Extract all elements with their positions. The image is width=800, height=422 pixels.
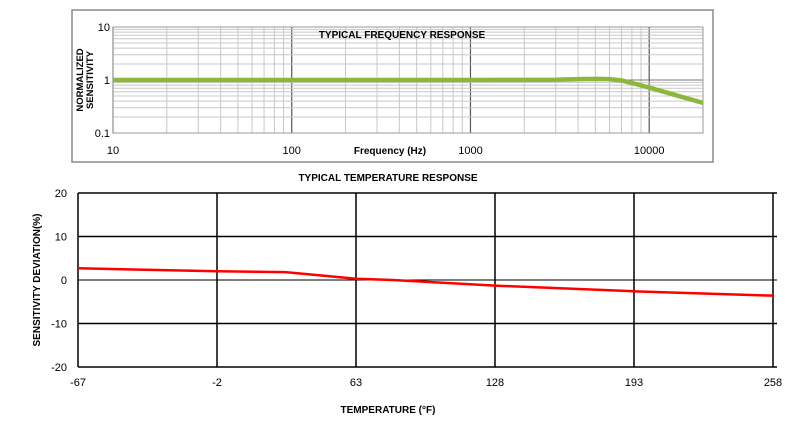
x-tick-label: 1000 <box>458 145 482 157</box>
y-tick-label: -10 <box>51 319 67 331</box>
y-tick-label: 1 <box>104 75 110 87</box>
y-tick-label: 10 <box>98 22 110 34</box>
y-axis-label: SENSITIVITY DEVIATION(%) <box>32 214 43 347</box>
y-tick-label: 20 <box>55 188 67 200</box>
y-axis-label: NORMALIZED <box>75 48 86 111</box>
y-tick-label: -20 <box>51 362 67 374</box>
x-axis-label: Frequency (Hz) <box>354 146 426 157</box>
x-tick-label: 63 <box>350 377 362 389</box>
y-tick-label: 10 <box>55 232 67 244</box>
x-tick-label: 193 <box>625 377 643 389</box>
chart-title: TYPICAL FREQUENCY RESPONSE <box>319 30 486 41</box>
x-tick-label: -67 <box>70 377 86 389</box>
x-tick-label: 128 <box>486 377 504 389</box>
y-tick-label: 0.1 <box>95 128 110 140</box>
chart-title: TYPICAL TEMPERATURE RESPONSE <box>298 173 477 184</box>
y-tick-label: 0 <box>61 275 67 287</box>
x-axis-label: TEMPERATURE (°F) <box>341 405 436 416</box>
x-tick-label: 10 <box>107 145 119 157</box>
x-tick-label: 10000 <box>634 145 665 157</box>
x-tick-label: 258 <box>764 377 782 389</box>
x-tick-label: 100 <box>283 145 301 157</box>
y-axis-label: SENSITIVITY <box>85 50 96 109</box>
temperature-chart: TYPICAL TEMPERATURE RESPONSE20100-10-20-… <box>32 173 782 416</box>
series-line-deviation <box>77 267 774 297</box>
frequency-chart: TYPICAL FREQUENCY RESPONSE 10 1 0.1 10 100 100… <box>71 9 714 163</box>
series-line-sensitivity <box>113 76 704 106</box>
x-tick-label: -2 <box>212 377 222 389</box>
